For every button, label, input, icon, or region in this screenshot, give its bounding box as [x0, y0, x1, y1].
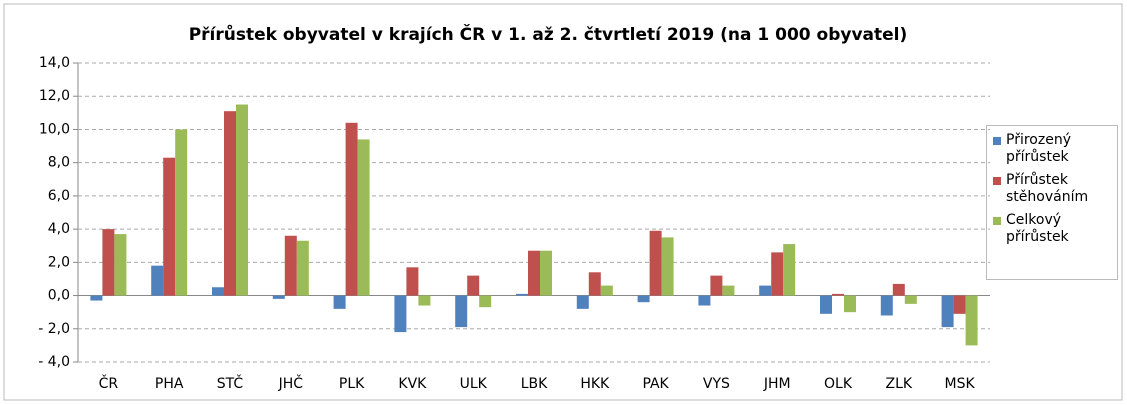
bar [904, 295, 917, 304]
x-tick-label: OLK [824, 376, 853, 392]
y-tick-label: - 2,0 [38, 321, 70, 337]
x-tick-label: ČR [99, 374, 119, 392]
bar [600, 285, 613, 296]
y-tick-label: 6,0 [48, 188, 70, 204]
y-tick-label: 2,0 [48, 254, 70, 270]
x-tick-label: KVK [398, 376, 427, 392]
bar [296, 240, 309, 296]
y-tick-label: 10,0 [39, 121, 70, 137]
y-tick-label: 14,0 [39, 55, 70, 71]
bar [272, 295, 285, 299]
bar [637, 295, 650, 303]
bar [844, 295, 856, 313]
x-tick-label: MSK [945, 376, 976, 392]
legend-label: Celkový přírůstek [1006, 212, 1069, 245]
y-tick-label: 8,0 [48, 155, 70, 171]
x-tick-label: PAK [642, 376, 669, 392]
bar [224, 111, 236, 296]
chart-title: Přírůstek obyvatel v krajích ČR v 1. až … [189, 23, 908, 45]
y-tick-label: 12,0 [39, 88, 70, 104]
bar [953, 295, 966, 314]
x-tick-label: JHČ [278, 374, 304, 392]
bar [576, 295, 589, 309]
legend-swatch [993, 217, 1001, 225]
legend-item: Přirozený přírůstek [991, 132, 1113, 166]
bar [345, 122, 358, 296]
bar [284, 235, 297, 296]
bar [710, 275, 723, 296]
legend-swatch [993, 137, 1001, 145]
x-tick-label: PLK [339, 376, 365, 392]
bar [333, 295, 346, 309]
legend-label: Přirozený přírůstek [1006, 132, 1071, 165]
bar [759, 285, 772, 296]
bar [528, 250, 540, 296]
bar [406, 267, 419, 296]
bar [212, 287, 224, 296]
bar [698, 295, 711, 306]
bar [467, 275, 480, 296]
bar [151, 265, 164, 296]
bar [892, 283, 905, 296]
chart-border [3, 3, 1123, 401]
x-tick-label: JHM [763, 376, 791, 392]
bar [649, 230, 662, 296]
bar [588, 272, 601, 296]
x-tick-label: STČ [217, 374, 244, 392]
legend-swatch [993, 177, 1001, 185]
bar [236, 104, 248, 296]
bar [479, 295, 492, 308]
legend-item: Přírůstek stěhováním [991, 172, 1113, 206]
bar [418, 295, 431, 306]
bar [516, 293, 528, 296]
bar [771, 252, 784, 296]
bar [783, 244, 796, 296]
bar [965, 295, 978, 346]
y-tick-label: 4,0 [48, 221, 70, 237]
bar [722, 285, 735, 296]
bar [163, 157, 176, 296]
x-tick-label: ULK [460, 376, 488, 392]
bar [820, 295, 832, 314]
bar [102, 229, 115, 296]
bar [540, 250, 552, 296]
bar [455, 295, 468, 328]
legend-item: Celkový přírůstek [991, 212, 1113, 246]
bar [90, 295, 103, 301]
bar [941, 295, 954, 328]
y-tick-label: 0,0 [48, 288, 70, 304]
bar [880, 295, 893, 316]
legend: Přirozený přírůstek Přírůstek stěhováním C… [986, 125, 1118, 280]
y-tick-label: - 4,0 [38, 354, 70, 370]
bar [114, 234, 127, 296]
bar [832, 293, 844, 296]
bar [357, 139, 370, 296]
x-tick-label: HKK [580, 376, 610, 392]
x-tick-label: LBK [521, 376, 548, 392]
bar [175, 129, 188, 296]
x-tick-label: ZLK [886, 376, 913, 392]
x-tick-label: VYS [703, 376, 730, 392]
x-tick-label: PHA [155, 376, 184, 392]
legend-label: Přírůstek stěhováním [1006, 172, 1089, 205]
bar [394, 295, 407, 333]
bar [661, 237, 674, 296]
